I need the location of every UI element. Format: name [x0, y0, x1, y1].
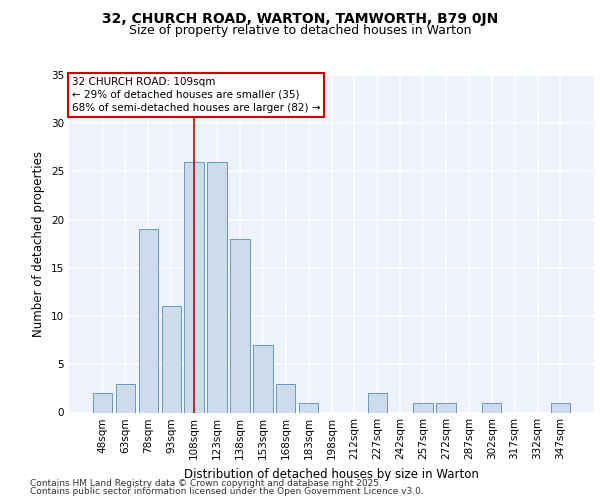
Text: 32, CHURCH ROAD, WARTON, TAMWORTH, B79 0JN: 32, CHURCH ROAD, WARTON, TAMWORTH, B79 0… — [102, 12, 498, 26]
Y-axis label: Number of detached properties: Number of detached properties — [32, 151, 46, 337]
Text: 32 CHURCH ROAD: 109sqm
← 29% of detached houses are smaller (35)
68% of semi-det: 32 CHURCH ROAD: 109sqm ← 29% of detached… — [71, 76, 320, 113]
Bar — [184, 162, 204, 412]
Bar — [482, 403, 502, 412]
Text: Size of property relative to detached houses in Warton: Size of property relative to detached ho… — [129, 24, 471, 37]
Bar — [551, 403, 570, 412]
X-axis label: Distribution of detached houses by size in Warton: Distribution of detached houses by size … — [184, 468, 479, 481]
Bar — [93, 393, 112, 412]
Text: Contains public sector information licensed under the Open Government Licence v3: Contains public sector information licen… — [30, 487, 424, 496]
Bar — [161, 306, 181, 412]
Bar — [230, 239, 250, 412]
Bar — [368, 393, 387, 412]
Bar — [299, 403, 319, 412]
Bar — [436, 403, 455, 412]
Text: Contains HM Land Registry data © Crown copyright and database right 2025.: Contains HM Land Registry data © Crown c… — [30, 478, 382, 488]
Bar — [139, 230, 158, 412]
Bar — [253, 345, 272, 412]
Bar — [413, 403, 433, 412]
Bar — [276, 384, 295, 412]
Bar — [116, 384, 135, 412]
Bar — [208, 162, 227, 412]
